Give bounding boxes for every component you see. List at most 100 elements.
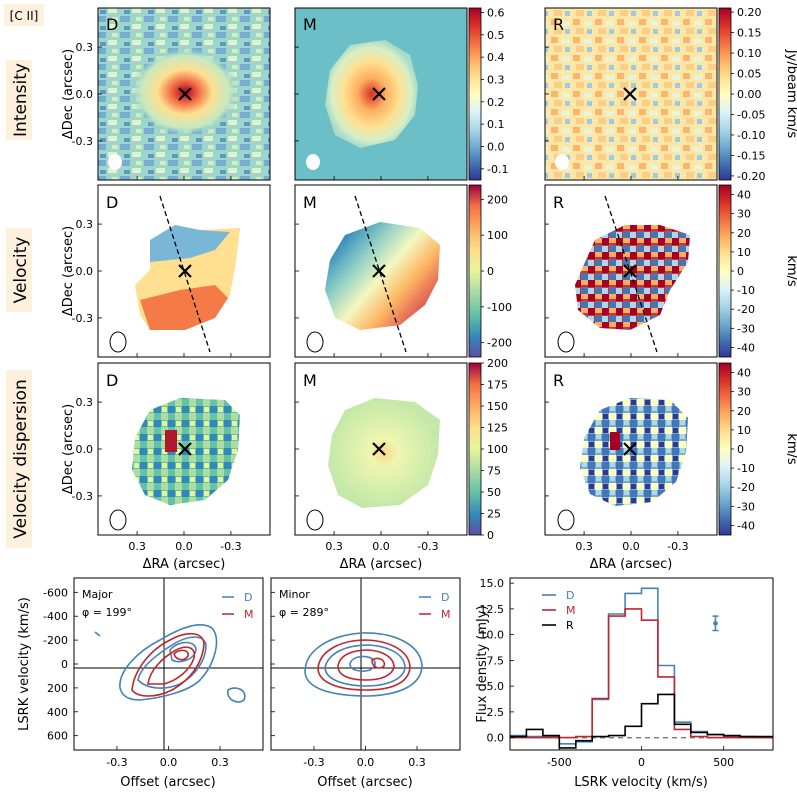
major-axis-line: [159, 195, 211, 353]
center-marker-icon: [372, 442, 386, 456]
colorbar-tick-label: 0.15: [737, 27, 762, 40]
colorbar: [718, 7, 732, 181]
colorbar-tick-label: 0.0: [487, 140, 505, 153]
spectrum-error-bar: [712, 615, 719, 632]
map-axis-labels: ΔDec (arcsec) ΔDec (arcsec) ΔDec (arcsec…: [61, 49, 672, 572]
colorbar-tick-label: 20: [737, 405, 751, 418]
spectrum-ticks: 0.0 2.5 5.0 7.5 10.0 12.5 15.0 -500 0 500: [480, 577, 735, 769]
colorbar-tick-label: -30: [737, 322, 755, 335]
colorbar: [468, 7, 482, 181]
contour: [119, 624, 218, 701]
colorbar-tick-label: 0.4: [487, 51, 505, 64]
figure-tag-text: [C II]: [10, 9, 39, 23]
row-title-bg: [6, 370, 32, 548]
spectrum-x-tick-label: 500: [713, 756, 734, 769]
colorbar-tick-label: 100: [487, 229, 508, 242]
velocity-data-redshift: [140, 285, 228, 330]
x-tick-label: 0.3: [128, 540, 146, 553]
pv-panel-name: Minor: [279, 588, 310, 601]
colorbar-tick-label: -0.20: [737, 170, 765, 183]
dispersion-residual-peak: [610, 432, 620, 450]
y-tick-label: -0.3: [72, 490, 93, 503]
panel-letter: R: [553, 193, 564, 212]
intensity-data-panel: D: [97, 7, 271, 181]
row-title-dispersion: Velocity dispersion: [6, 370, 32, 548]
colorbar-label: km/s: [784, 255, 797, 287]
row-title-bg: [6, 60, 32, 140]
colorbar: [718, 184, 732, 358]
pv-x-tick-label: 0.0: [357, 756, 375, 769]
x-tick-label: -0.3: [667, 540, 688, 553]
center-marker-icon: [372, 87, 386, 101]
pv-y-tick-label: 200: [47, 682, 68, 695]
center-marker-icon: [623, 264, 637, 278]
spectrum-y-tick-label: 10.0: [480, 629, 505, 642]
spectrum-y-axis-label: Flux density (mJy): [475, 605, 490, 722]
colorbar-tick-label: -20: [737, 303, 755, 316]
colorbar-tick-label: 30: [737, 208, 751, 221]
colorbar-tick-label: 175: [487, 379, 508, 392]
y-axis-label: ΔDec (arcsec): [61, 49, 76, 139]
colorbar-tick-label: 10: [737, 246, 751, 259]
panel-letter: R: [553, 371, 564, 390]
colorbar-tick-label: 0.5: [487, 29, 505, 42]
spectrum-y-tick-label: 5.0: [487, 680, 505, 693]
contour: [227, 687, 246, 703]
colorbar-tick-label: 0.05: [737, 68, 762, 81]
y-axis-label: ΔDec (arcsec): [61, 404, 76, 494]
contour: [349, 655, 376, 672]
pv-minor-panel: Minor φ = 289° D M: [270, 577, 461, 751]
y-tick-label: 0.3: [76, 396, 94, 409]
y-tick-label: 0.3: [76, 218, 94, 231]
velocity-colorbar-r: 40 30 20 10 0 -10 -20 -30 -40 km/s: [718, 184, 797, 358]
legend-label-m: M: [441, 608, 451, 621]
beam-ellipse: [306, 154, 320, 170]
major-axis-line: [604, 195, 658, 353]
spectrum-panel: D M R: [509, 577, 774, 751]
y-tick-label: -0.3: [72, 312, 93, 325]
colorbar-label: Jy/beam km/s: [784, 49, 797, 138]
center-marker-icon: [623, 87, 637, 101]
pv-x-tick-label: 0.3: [211, 756, 229, 769]
legend-label-d: D: [441, 591, 449, 604]
legend-label-d: D: [244, 591, 252, 604]
contour: [371, 657, 386, 669]
beam-ellipse: [555, 154, 569, 170]
colorbar-tick-label: -20: [737, 481, 755, 494]
contour: [147, 646, 196, 685]
colorbar-label: km/s: [784, 433, 797, 465]
y-tick-label: -0.3: [72, 135, 93, 148]
panel-letter: D: [106, 15, 118, 34]
pv-minor-model-contours: [317, 639, 411, 691]
intensity-colorbar-dm: 0.6 0.5 0.4 0.3 0.2 0.1 0.0 -0.1: [468, 6, 508, 181]
panel-letter: R: [553, 15, 564, 34]
beam-ellipse: [306, 509, 324, 531]
map-ticks: 0.3 0.0 -0.3 0.3 0.0 -0.3 0.3 0.0 -0.3 0.3 0.0 -0.3…: [72, 41, 689, 553]
panel-letter: D: [106, 193, 118, 212]
colorbar-tick-label: 0.2: [487, 96, 505, 109]
center-marker-icon: [178, 264, 192, 278]
pv-x-tick-label: 0.0: [160, 756, 178, 769]
pv-phi-label: φ = 289°: [279, 606, 329, 619]
center-marker-icon: [372, 264, 386, 278]
panel-background: [271, 578, 460, 750]
spectrum-series-r: [510, 693, 773, 749]
contour: [304, 632, 423, 697]
colorbar-tick-label: 75: [487, 465, 501, 478]
colorbar-tick-label: 0.20: [737, 6, 762, 19]
x-tick-label: -0.3: [220, 540, 241, 553]
colorbar-tick-label: 0: [487, 529, 494, 542]
colorbar: [718, 362, 732, 536]
colorbar-tick-label: 0: [737, 265, 744, 278]
pv-minor-data-contours: [304, 632, 423, 697]
colorbar-tick-label: 100: [487, 443, 508, 456]
colorbar-tick-label: -10: [737, 284, 755, 297]
x-tick-label: 0.3: [575, 540, 593, 553]
intensity-residual-panel: R: [544, 7, 718, 181]
pv-major-data-contours: [94, 624, 246, 703]
pv-x-axis-label: Offset (arcsec): [317, 775, 412, 790]
row-title-text: Velocity dispersion: [11, 379, 31, 538]
colorbar-tick-label: 50: [487, 486, 501, 499]
dispersion-colorbar-r: 40 30 20 10 0 -10 -20 -30 -40 km/s: [718, 362, 797, 536]
panel-letter: M: [303, 193, 317, 212]
